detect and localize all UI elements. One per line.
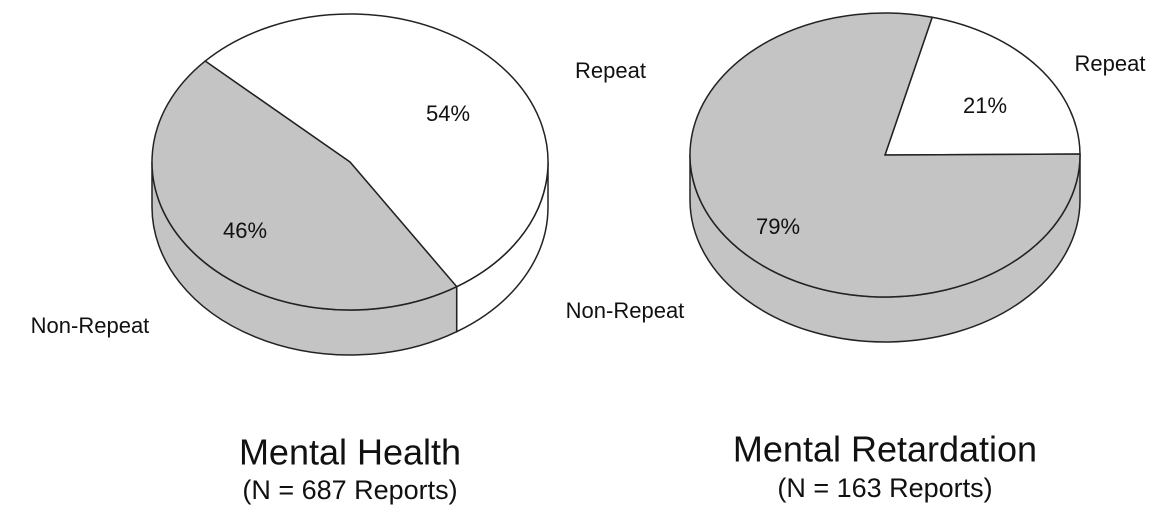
chart-subtitle: (N = 163 Reports) — [777, 473, 992, 503]
chart-title: Mental Retardation — [733, 429, 1037, 470]
category-label: Non-Repeat — [31, 313, 150, 338]
value-label: 46% — [223, 218, 267, 243]
chart-subtitle: (N = 687 Reports) — [242, 475, 457, 505]
category-label: Repeat — [1075, 51, 1146, 76]
category-label: Repeat — [575, 58, 646, 83]
value-label: 21% — [963, 93, 1007, 118]
pie-slice — [151, 60, 458, 311]
pie-slice — [883, 16, 1081, 156]
pie-slice — [203, 13, 549, 288]
value-label: 54% — [426, 101, 470, 126]
pie-slice — [689, 12, 1081, 298]
chart-title: Mental Health — [239, 432, 461, 473]
category-label: Non-Repeat — [566, 298, 685, 323]
value-label: 79% — [756, 214, 800, 239]
